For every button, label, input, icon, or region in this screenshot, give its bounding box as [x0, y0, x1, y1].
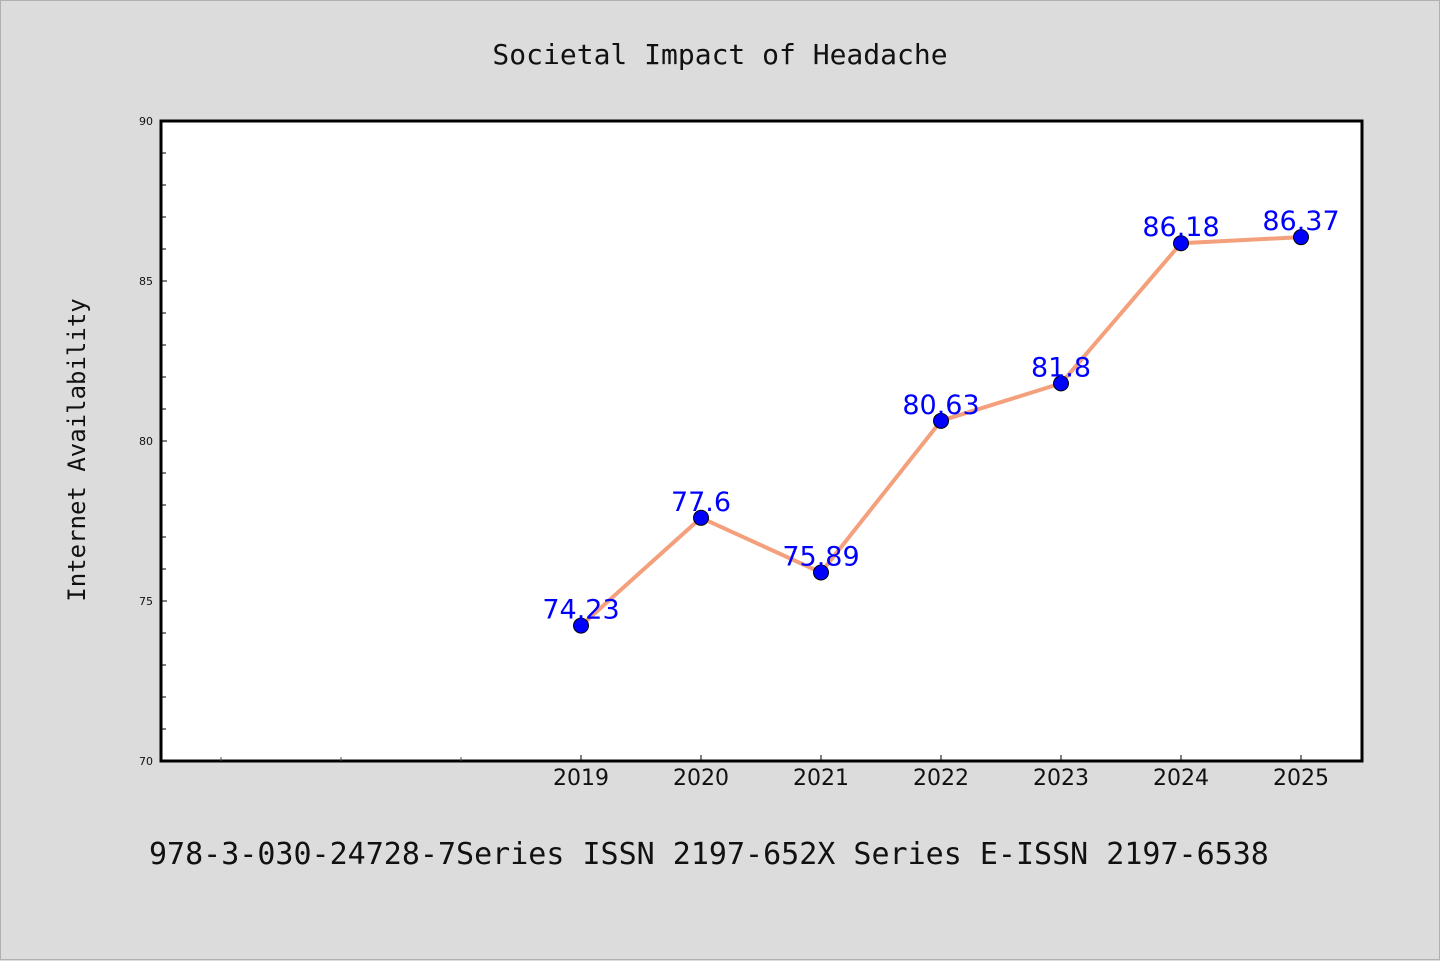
x-tick-label: 2020: [673, 766, 729, 791]
data-point: [1293, 229, 1309, 246]
data-labels: 74.23 77.6 75.89 80.63 81.8 86.18 86.37: [542, 206, 1339, 625]
data-label: 86.37: [1262, 206, 1339, 237]
x-tick-label: 2025: [1273, 766, 1329, 791]
x-axis: 2019 2020 2021 2022 2023 2024 2025: [220, 755, 1329, 791]
data-point: [573, 617, 589, 634]
x-tick-label: 2019: [553, 766, 609, 791]
plot-area: [159, 119, 1364, 763]
data-label: 74.23: [542, 595, 619, 626]
y-tick-label: 80: [139, 435, 153, 448]
y-tick-label: 70: [139, 755, 153, 768]
x-tick-label: 2021: [793, 766, 849, 791]
chart-title: Societal Impact of Headache: [492, 38, 947, 71]
data-point: [813, 564, 829, 581]
y-tick-label: 75: [139, 595, 153, 608]
footer-text: 978-3-030-24728-7Series ISSN 2197-652X S…: [149, 837, 1269, 872]
y-axis-label: Internet Availability: [63, 298, 91, 601]
y-tick-label: 90: [139, 115, 153, 128]
data-point: [1053, 375, 1069, 392]
data-label: 75.89: [782, 542, 859, 573]
data-label: 77.6: [671, 487, 731, 518]
data-label: 86.18: [1142, 212, 1219, 243]
y-tick-label: 85: [139, 275, 153, 288]
data-label: 81.8: [1031, 352, 1091, 383]
y-axis: 70 75 80 85 90: [139, 115, 167, 768]
data-point: [693, 509, 709, 526]
x-tick-label: 2024: [1153, 766, 1209, 791]
x-tick-label: 2022: [913, 766, 969, 791]
data-point: [1173, 235, 1189, 252]
series-points: [573, 229, 1309, 634]
x-tick-label: 2023: [1033, 766, 1089, 791]
data-label: 80.63: [902, 390, 979, 421]
data-point: [933, 412, 949, 429]
